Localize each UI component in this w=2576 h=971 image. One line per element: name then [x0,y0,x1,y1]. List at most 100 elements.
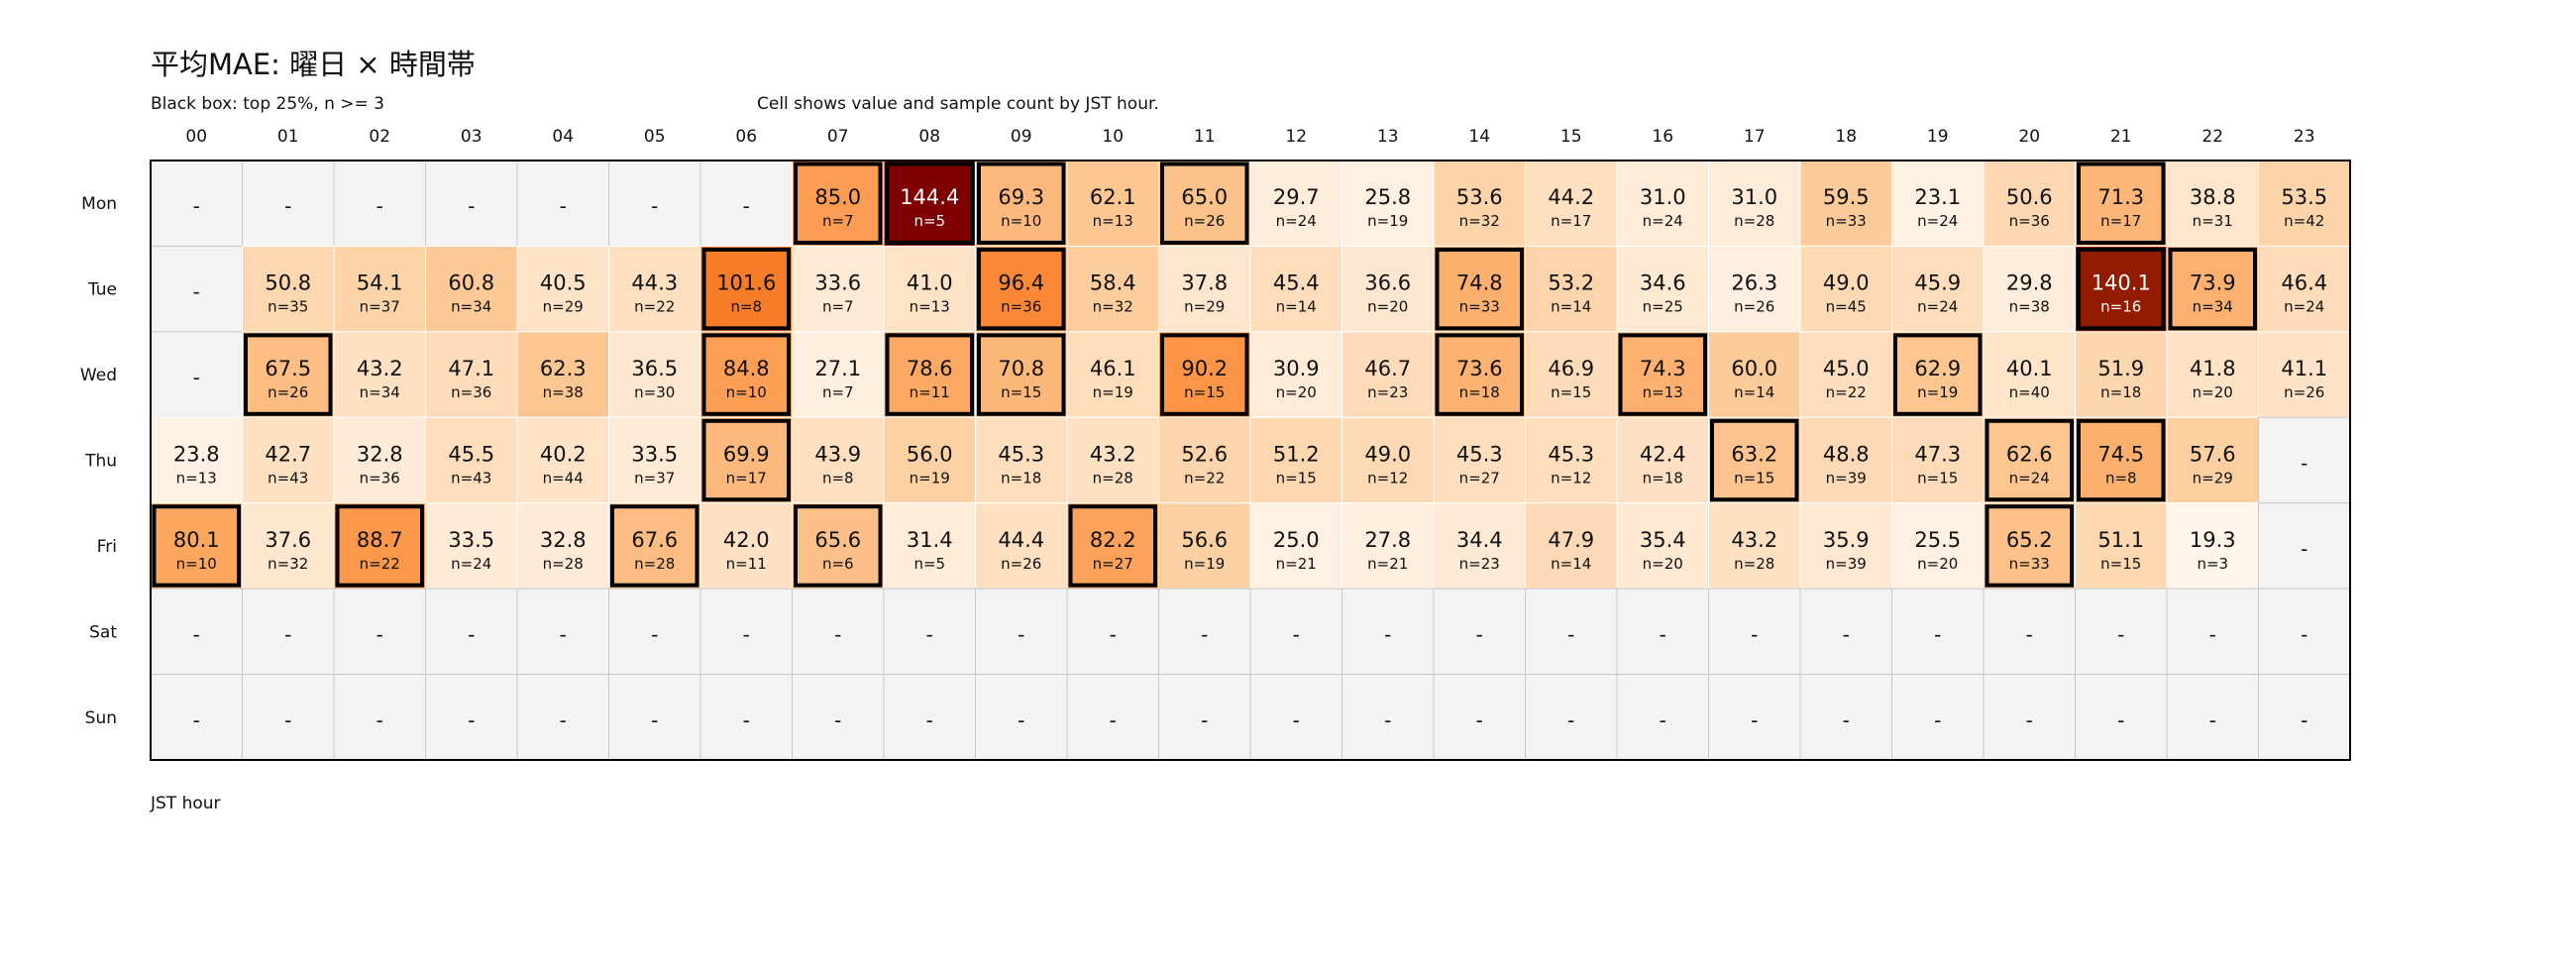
empty-cell-mark: - [560,708,567,732]
highlight-box [794,162,883,245]
empty-cell-mark: - [193,280,200,304]
highlight-box [977,333,1066,416]
cell-value-label: 33.5 [448,528,494,552]
heatmap-cell [1158,502,1251,590]
y-tick-label: Sun [85,708,117,728]
heatmap-cell [516,331,609,418]
heatmap-cell-empty [150,160,243,247]
cell-count-label: n=14 [1551,555,1591,573]
empty-cell-mark: - [743,194,750,218]
cell-count-label: n=24 [1917,298,1958,316]
cell-count-label: n=43 [268,470,308,487]
x-tick-label: 02 [369,127,390,147]
heatmap-cell [425,502,518,590]
heatmap-cell-empty [608,160,701,247]
cell-count-label: n=7 [822,383,854,401]
heatmap-cell [1799,160,1892,247]
cell-count-label: n=19 [1093,383,1133,401]
empty-cell-mark: - [2209,622,2216,646]
heatmap-cell [1525,331,1618,418]
heatmap-cell [333,502,426,590]
cell-value-label: 46.1 [1090,357,1136,380]
heatmap-cell [1799,416,1892,504]
cell-count-label: n=33 [2009,555,2050,573]
heatmap-cell [792,160,885,247]
heatmap-cell [333,331,426,418]
cell-value-label: 69.9 [723,443,770,467]
heatmap-cell-empty [2258,502,2351,590]
cell-count-label: n=32 [268,555,308,573]
cell-value-label: 69.3 [998,185,1044,209]
heatmap-cell [608,416,701,504]
cell-count-label: n=16 [2100,298,2141,316]
cell-count-label: n=34 [451,298,491,316]
x-tick-label: 07 [827,127,849,147]
cell-count-label: n=10 [1001,212,1041,230]
cell-count-label: n=21 [1276,555,1317,573]
cell-count-label: n=37 [634,470,675,487]
cell-value-label: 50.8 [265,271,311,295]
heatmap-cell [1433,245,1526,333]
cell-value-label: 27.8 [1364,528,1411,552]
cell-value-label: 40.2 [540,443,587,467]
heatmap-cell [516,245,609,333]
heatmap-cell-empty [1066,588,1159,676]
empty-cell-mark: - [2117,708,2124,732]
heatmap-cell-empty [425,674,518,761]
heatmap-cell [975,416,1068,504]
empty-cell-mark: - [1567,622,1574,646]
heatmap-cell-empty [516,588,609,676]
cell-value-label: 47.1 [448,357,494,380]
highlight-box [1985,418,2074,502]
cell-value-label: 53.5 [2281,185,2327,209]
x-tick-label: 00 [185,127,207,147]
empty-cell-mark: - [193,366,200,389]
cell-count-label: n=13 [1643,383,1683,401]
heatmap-cell [2166,416,2259,504]
highlight-box [2077,247,2166,331]
cell-value-label: 19.3 [2190,528,2236,552]
cell-count-label: n=33 [1459,298,1500,316]
heatmap-cell-empty [1616,674,1709,761]
empty-cell-mark: - [1110,622,1117,646]
cell-count-label: n=14 [1276,298,1317,316]
heatmap-cell-empty [1342,588,1435,676]
empty-cell-mark: - [284,622,291,646]
cell-value-label: 27.1 [814,357,861,380]
cell-count-label: n=10 [726,383,767,401]
cell-value-label: 58.4 [1090,271,1136,295]
empty-cell-mark: - [1110,708,1117,732]
heatmap-cell [333,416,426,504]
x-tick-label: 12 [1285,127,1307,147]
x-tick-label: 22 [2201,127,2223,147]
cell-value-label: 26.3 [1731,271,1777,295]
empty-cell-mark: - [1934,708,1941,732]
heatmap-cell [1708,331,1801,418]
x-tick-label: 05 [644,127,666,147]
heatmap-cell [516,416,609,504]
cell-value-label: 40.5 [540,271,587,295]
highlight-box [2077,162,2166,245]
empty-cell-mark: - [468,708,475,732]
cell-count-label: n=28 [634,555,675,573]
cell-value-label: 42.7 [265,443,311,467]
heatmap-cell [1525,160,1618,247]
highlight-box [2077,418,2166,502]
cell-value-label: 45.9 [1914,271,1961,295]
empty-cell-mark: - [1201,708,1208,732]
cell-value-label: 25.5 [1914,528,1961,552]
highlight-box [335,504,424,588]
empty-cell-mark: - [2209,708,2216,732]
cell-value-label: 53.6 [1456,185,1503,209]
cell-count-label: n=35 [268,298,308,316]
cell-value-label: 42.0 [723,528,770,552]
cell-count-label: n=36 [1001,298,1041,316]
cell-value-label: 56.6 [1181,528,1228,552]
heatmap-cell-empty [1983,588,2076,676]
empty-cell-mark: - [1567,708,1574,732]
chart-subtitle-center: Cell shows value and sample count by JST… [757,94,1159,114]
cell-value-label: 45.3 [998,443,1044,467]
highlight-box [1985,504,2074,588]
empty-cell-mark: - [2301,537,2308,561]
cell-value-label: 29.8 [2006,271,2053,295]
